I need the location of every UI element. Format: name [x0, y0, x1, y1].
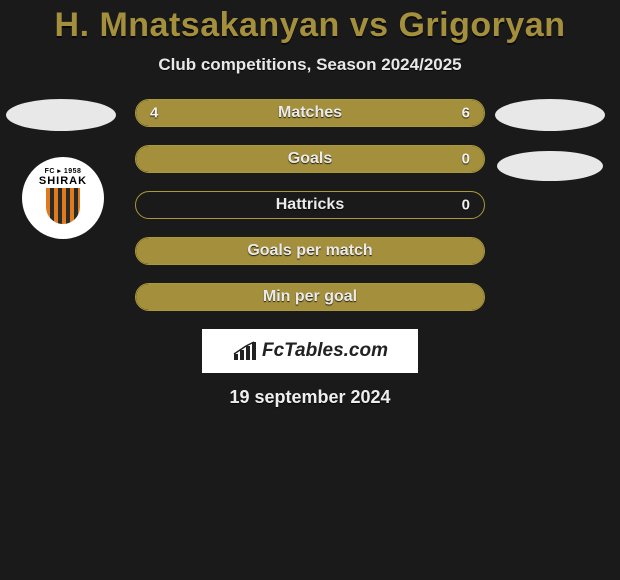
shirak-icon: FC ▸ 1958 SHIRAK: [28, 163, 98, 233]
brand-text: FcTables.com: [262, 340, 388, 362]
date-text: 19 september 2024: [0, 387, 620, 408]
stat-label: Hattricks: [136, 196, 484, 214]
stat-value-right: 0: [462, 197, 470, 214]
brand-box: FcTables.com: [202, 329, 418, 373]
stat-bars: 4 Matches 6 Goals 0 Hattricks 0 Goals pe…: [135, 99, 485, 311]
player-right-badge-mid: [497, 151, 603, 181]
player-right-badge-top: [495, 99, 605, 131]
stat-value-right: 0: [462, 151, 470, 168]
stat-value-right: 6: [462, 105, 470, 122]
bar-chart-icon: [232, 340, 258, 362]
player-left-club-logo: FC ▸ 1958 SHIRAK: [22, 157, 104, 239]
player-left-badge-top: [6, 99, 116, 131]
stat-row-min-per-goal: Min per goal: [135, 283, 485, 311]
shirak-text: SHIRAK: [39, 175, 87, 187]
comparison-card: H. Mnatsakanyan vs Grigoryan Club compet…: [0, 0, 620, 408]
stat-row-goals-per-match: Goals per match: [135, 237, 485, 265]
stat-label: Min per goal: [136, 288, 484, 306]
stat-row-matches: 4 Matches 6: [135, 99, 485, 127]
stat-label: Goals: [136, 150, 484, 168]
stat-label: Matches: [136, 104, 484, 122]
stat-label: Goals per match: [136, 242, 484, 260]
stat-row-goals: Goals 0: [135, 145, 485, 173]
page-title: H. Mnatsakanyan vs Grigoryan: [0, 6, 620, 45]
stats-area: FC ▸ 1958 SHIRAK 4 Matches 6 Goals 0: [0, 99, 620, 311]
subtitle: Club competitions, Season 2024/2025: [0, 55, 620, 75]
stat-row-hattricks: Hattricks 0: [135, 191, 485, 219]
